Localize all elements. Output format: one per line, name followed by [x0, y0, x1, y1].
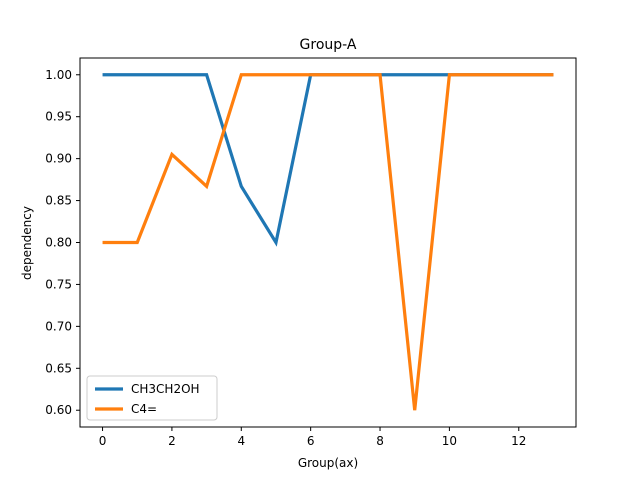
y-tick-label: 0.75: [45, 277, 72, 291]
x-tick-label: 0: [99, 434, 107, 448]
x-tick-label: 4: [237, 434, 245, 448]
series-line-1: [102, 73, 554, 411]
y-tick-label: 0.65: [45, 361, 72, 375]
y-tick-label: 1.00: [45, 68, 72, 82]
x-axis: 0 2 4 6 8 10 12: [99, 427, 526, 448]
chart-title: Group-A: [300, 37, 357, 53]
x-tick-label: 2: [168, 434, 176, 448]
x-tick-label: 10: [442, 434, 457, 448]
x-tick-label: 8: [376, 434, 384, 448]
legend-label: CH3CH2OH: [131, 382, 200, 396]
x-tick-label: 6: [307, 434, 315, 448]
y-tick-label: 0.60: [45, 403, 72, 417]
legend-label: C4=: [131, 402, 157, 416]
y-tick-label: 0.90: [45, 152, 72, 166]
legend: CH3CH2OH C4=: [86, 375, 218, 421]
x-tick-label: 12: [511, 434, 526, 448]
y-axis: 0.60 0.65 0.70 0.75 0.80 0.85 0.90 0.95 1.00: [45, 68, 80, 417]
y-tick-label: 0.85: [45, 194, 72, 208]
y-axis-label: dependency: [20, 206, 34, 280]
y-tick-label: 0.70: [45, 319, 72, 333]
x-axis-label: Group(ax): [298, 456, 358, 470]
y-tick-label: 0.80: [45, 236, 72, 250]
y-tick-label: 0.95: [45, 110, 72, 124]
